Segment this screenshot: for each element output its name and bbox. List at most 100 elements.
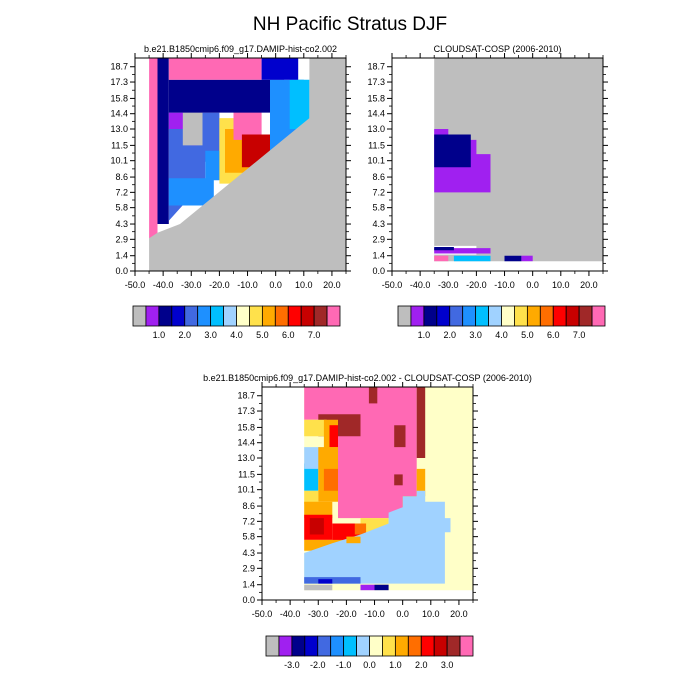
colorbar-swatch [249, 305, 263, 327]
y-tick-label: 2.9 [242, 563, 255, 573]
colorbar-swatch [591, 305, 606, 327]
y-tick-label: 18.7 [367, 62, 385, 72]
x-tick-label: -20.0 [209, 280, 230, 290]
heatmap-cell [453, 255, 491, 262]
colorbar-label: 1.0 [153, 330, 166, 340]
colorbar: 1.0 2.0 3.0 4.0 5.0 6.0 7.0 [132, 305, 341, 340]
heatmap-cell [521, 255, 533, 262]
y-tick-label: 7.2 [242, 516, 255, 526]
heatmap-cell [394, 425, 406, 448]
colorbar-swatch [300, 305, 315, 327]
colorbar-label: 2.0 [443, 330, 456, 340]
y-tick-label: 13.0 [110, 124, 128, 134]
y-tick-label: 7.2 [115, 187, 128, 197]
colorbar-swatch [158, 305, 173, 327]
panel-title: b.e21.B1850cmip6.f09_g17.DAMIP-hist-co2.… [144, 44, 337, 54]
colorbar-swatch [274, 305, 289, 327]
colorbar-swatch [394, 635, 409, 657]
colorbar-swatch [423, 305, 438, 327]
colorbar-swatch [223, 305, 237, 327]
colorbar-swatch [459, 635, 474, 657]
y-tick-label: 5.8 [242, 532, 255, 542]
colorbar-label: 4.0 [495, 330, 508, 340]
x-tick-label: -30.0 [181, 280, 202, 290]
y-tick-label: 15.8 [237, 422, 255, 432]
y-tick-label: 0.0 [372, 266, 385, 276]
colorbar-swatch [501, 305, 515, 327]
x-tick-label: 20.0 [323, 280, 341, 290]
y-tick-label: 11.5 [238, 469, 255, 479]
x-tick-label: -10.0 [494, 280, 515, 290]
colorbar-label: 0.0 [363, 660, 376, 670]
heatmap-cell [318, 579, 333, 584]
colorbar-swatch [565, 305, 580, 327]
x-tick-label: -50.0 [252, 609, 273, 619]
colorbar-swatch [304, 635, 319, 657]
y-tick-label: 14.4 [110, 109, 128, 119]
heatmap-cell [394, 474, 403, 486]
heatmap-cell [168, 79, 285, 113]
colorbar-label: 3.0 [204, 330, 217, 340]
colorbar-swatch [326, 305, 341, 327]
x-tick-label: -50.0 [125, 280, 146, 290]
y-tick-label: 18.7 [110, 62, 128, 72]
colorbar-swatch [313, 305, 328, 327]
y-tick-label: 8.6 [115, 172, 128, 182]
x-tick-label: 0.0 [269, 280, 282, 290]
y-tick-label: 8.6 [242, 501, 255, 511]
colorbar-label: 1.0 [418, 330, 431, 340]
heatmap-cell [434, 134, 471, 168]
plot-frame [261, 386, 474, 601]
x-tick-label: -50.0 [382, 280, 403, 290]
heatmap-cell [304, 490, 451, 584]
y-tick-label: 4.3 [242, 548, 255, 558]
colorbar-label: 7.0 [308, 330, 321, 340]
panel-title: b.e21.B1850cmip6.f09_g17.DAMIP-hist-co2.… [203, 373, 532, 383]
colorbar-swatch [265, 635, 280, 657]
y-tick-label: 0.0 [242, 595, 255, 605]
colorbar-label: 2.0 [178, 330, 191, 340]
colorbar: 1.0 2.0 3.0 4.0 5.0 6.0 7.0 [397, 305, 606, 340]
colorbar-swatch [369, 635, 383, 657]
chart-panel-2: CLOUDSAT-COSP (2006-2010) 0.0 1.4 2.9 4.3 5.8… [367, 44, 608, 340]
colorbar-swatch [210, 305, 224, 327]
colorbar: -3.0 -2.0 -1.0 0.0 1.0 2.0 3.0 [265, 635, 474, 670]
colorbar-swatch [436, 305, 451, 327]
panel-title: CLOUDSAT-COSP (2006-2010) [434, 44, 562, 54]
colorbar-swatch [287, 305, 302, 327]
colorbar-label: 5.0 [256, 330, 269, 340]
heatmap-cell [368, 387, 378, 404]
colorbar-label: 7.0 [573, 330, 586, 340]
heatmap-cell [289, 79, 310, 129]
heatmap-cell [309, 518, 324, 535]
x-tick-label: 10.0 [422, 609, 440, 619]
y-tick-label: 4.3 [372, 219, 385, 229]
colorbar-swatch [526, 305, 541, 327]
heatmap-cell [504, 255, 522, 262]
y-tick-label: 13.0 [367, 124, 385, 134]
heatmap-cell [168, 178, 214, 206]
y-tick-label: 5.8 [115, 203, 128, 213]
heatmap-cell [360, 584, 375, 591]
y-tick-label: 2.9 [115, 234, 128, 244]
colorbar-swatch [433, 635, 448, 657]
y-tick-label: 15.8 [110, 93, 128, 103]
heatmap-cell [149, 58, 346, 271]
heatmap-cell [434, 247, 454, 251]
heatmap-cell [168, 58, 262, 80]
colorbar-swatch [539, 305, 554, 327]
y-tick-label: 1.4 [372, 251, 385, 261]
colorbar-label: 3.0 [469, 330, 482, 340]
colorbar-swatch [330, 635, 345, 657]
x-tick-label: -30.0 [308, 609, 329, 619]
colorbar-label: 5.0 [521, 330, 534, 340]
colorbar-swatch [382, 635, 396, 657]
y-tick-label: 8.6 [372, 172, 385, 182]
y-tick-label: 17.3 [367, 77, 385, 87]
heatmap-cell [182, 109, 203, 146]
colorbar-label: 4.0 [230, 330, 243, 340]
colorbar-swatch [132, 305, 147, 327]
colorbar-swatch [291, 635, 306, 657]
colorbar-swatch [410, 305, 425, 327]
heatmap-cell [304, 387, 338, 420]
